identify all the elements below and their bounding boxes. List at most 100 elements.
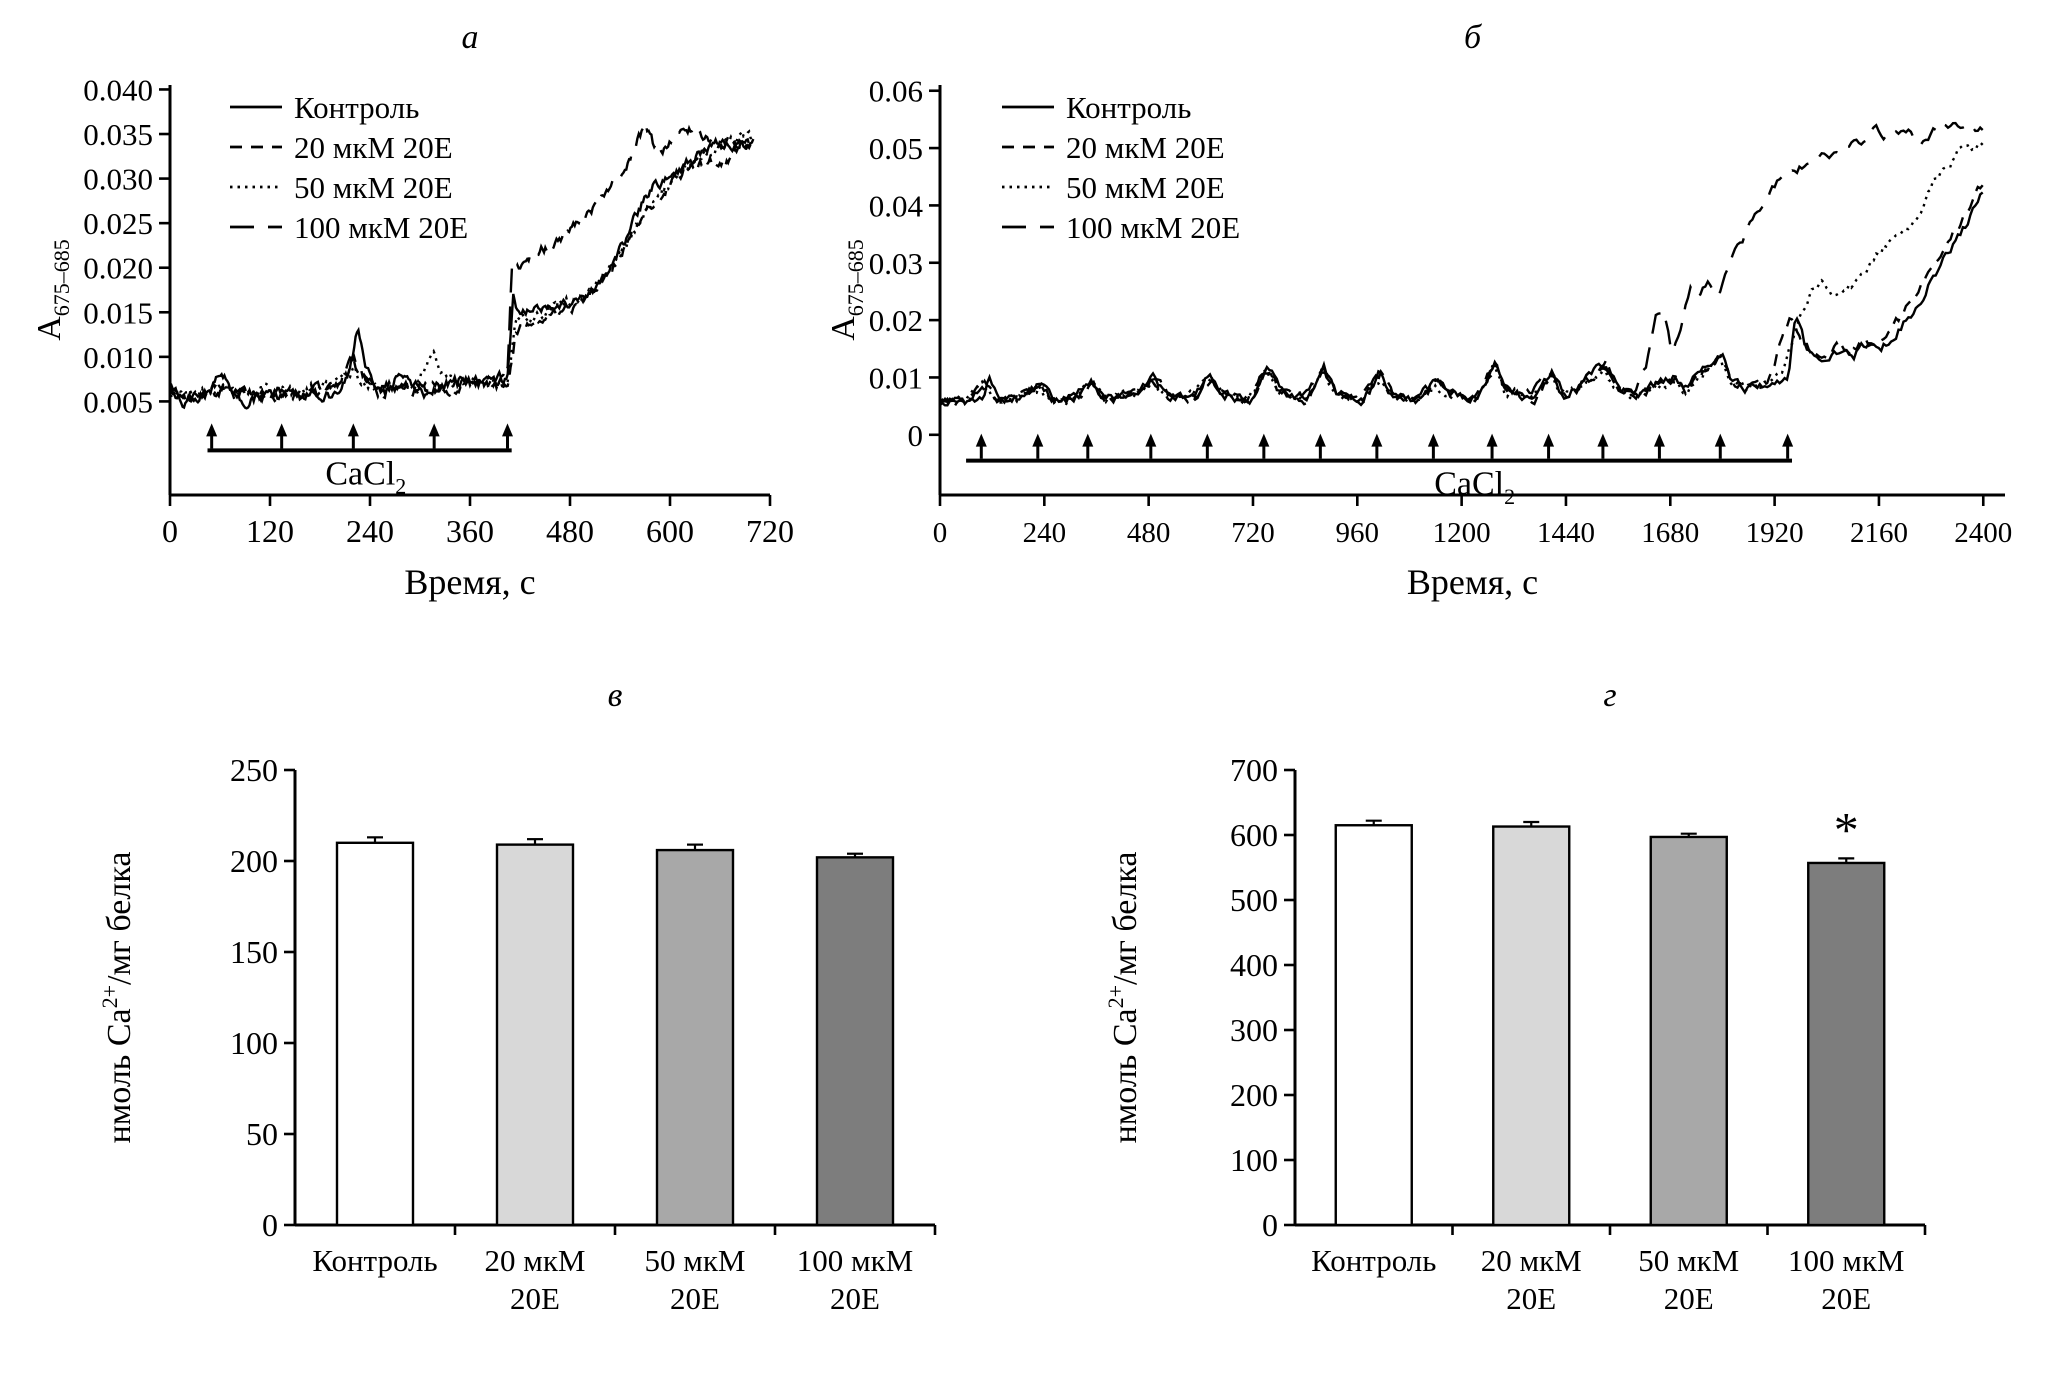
- series-line-3: [169, 118, 755, 404]
- bar-3: [1807, 861, 1886, 1227]
- series-line-1: [939, 184, 1984, 408]
- bar-0: [335, 841, 415, 1227]
- svg-text:960: 960: [1336, 517, 1380, 549]
- svg-text:0.035: 0.035: [83, 117, 153, 152]
- category-label-2: 20Е: [1664, 1281, 1714, 1316]
- svg-text:0.010: 0.010: [83, 340, 153, 375]
- svg-text:CaCl2: CaCl2: [325, 455, 406, 498]
- svg-text:250: 250: [230, 752, 278, 788]
- svg-text:120: 120: [246, 513, 294, 549]
- svg-text:2160: 2160: [1850, 517, 1908, 549]
- svg-text:0.06: 0.06: [869, 74, 923, 109]
- panel-g-calcium-bar-chart: 0 100 200 300 400 500 600 700 г нмоль Ca2+/мг бел…: [1080, 660, 2020, 1360]
- category-label-3: 20Е: [1821, 1281, 1871, 1316]
- svg-text:200: 200: [230, 843, 278, 879]
- bar-1: [495, 843, 575, 1227]
- svg-text:0.03: 0.03: [869, 246, 923, 281]
- chart-svg-a: 0.005 0.010 0.015 0.020 0.025 0.030 0.035 0.040…: [31, 19, 794, 602]
- category-label-1: 20 мкМ: [1481, 1243, 1582, 1278]
- legend-label-1: 20 мкМ 20Е: [1066, 130, 1225, 165]
- svg-text:2400: 2400: [1954, 517, 2012, 549]
- svg-text:а: а: [462, 19, 479, 56]
- svg-text:0.01: 0.01: [869, 360, 923, 395]
- svg-text:100: 100: [230, 1025, 278, 1061]
- bar-0: [1334, 824, 1413, 1227]
- bar-3: [815, 856, 895, 1227]
- svg-text:150: 150: [230, 934, 278, 970]
- svg-text:600: 600: [646, 513, 694, 549]
- svg-text:1920: 1920: [1746, 517, 1804, 549]
- svg-text:100: 100: [1230, 1142, 1278, 1178]
- svg-text:0.030: 0.030: [83, 162, 153, 197]
- legend-label-1: 20 мкМ 20Е: [294, 130, 453, 165]
- legend-label-0: Контроль: [294, 90, 419, 125]
- svg-text:720: 720: [1231, 517, 1275, 549]
- category-label-3: 20Е: [830, 1281, 880, 1316]
- svg-text:0.020: 0.020: [83, 251, 153, 286]
- svg-text:0.02: 0.02: [869, 303, 923, 338]
- svg-text:0.015: 0.015: [83, 295, 153, 330]
- svg-text:Время, с: Время, с: [404, 562, 535, 602]
- svg-text:0: 0: [162, 513, 178, 549]
- bar-2: [1649, 835, 1728, 1227]
- svg-text:0: 0: [262, 1207, 278, 1243]
- category-label-0: Контроль: [1311, 1243, 1436, 1278]
- panel-v-calcium-bar-chart: 0 50 100 150 200 250 в нмоль Ca2+/мг белка Контр…: [70, 660, 1010, 1360]
- svg-text:б: б: [1464, 19, 1483, 56]
- svg-text:в: в: [608, 677, 623, 714]
- svg-text:720: 720: [746, 513, 794, 549]
- svg-text:400: 400: [1230, 947, 1278, 983]
- svg-text:Время, с: Время, с: [1407, 562, 1538, 602]
- svg-text:1680: 1680: [1641, 517, 1699, 549]
- svg-text:нмоль Ca2+/мг белка: нмоль Ca2+/мг белка: [1103, 852, 1144, 1144]
- svg-text:360: 360: [446, 513, 494, 549]
- svg-text:A675–685: A675–685: [825, 239, 868, 341]
- svg-text:200: 200: [1230, 1077, 1278, 1113]
- category-label-0: Контроль: [312, 1243, 437, 1278]
- svg-text:480: 480: [1127, 517, 1171, 549]
- svg-text:700: 700: [1230, 752, 1278, 788]
- category-label-1: 20 мкМ: [485, 1243, 586, 1278]
- chart-svg-v: 0 50 100 150 200 250 в нмоль Ca2+/мг белка Контр…: [97, 677, 937, 1316]
- svg-text:1440: 1440: [1537, 517, 1595, 549]
- panel-b-kinetics-line-chart: 0 0.01 0.02 0.03 0.04 0.05 0.06 б A675–685 0 240 48…: [820, 10, 2050, 610]
- svg-text:0.040: 0.040: [83, 72, 153, 107]
- legend-label-0: Контроль: [1066, 90, 1191, 125]
- svg-text:0.025: 0.025: [83, 206, 153, 241]
- svg-text:0: 0: [933, 517, 948, 549]
- svg-text:0: 0: [1262, 1207, 1278, 1243]
- svg-text:1200: 1200: [1433, 517, 1491, 549]
- chart-svg-g: 0 100 200 300 400 500 600 700 г нмоль Ca2+/мг бел…: [1103, 677, 1927, 1316]
- legend-label-2: 50 мкМ 20Е: [1066, 170, 1225, 205]
- panel-a-kinetics-line-chart: 0.005 0.010 0.015 0.020 0.025 0.030 0.035 0.040…: [20, 10, 810, 610]
- series-line-2: [169, 128, 754, 401]
- svg-text:нмоль Ca2+/мг белка: нмоль Ca2+/мг белка: [97, 852, 138, 1144]
- svg-text:0.05: 0.05: [869, 131, 923, 166]
- svg-text:50: 50: [246, 1116, 278, 1152]
- legend-label-3: 100 мкМ 20Е: [1066, 210, 1240, 245]
- svg-text:0: 0: [908, 418, 924, 453]
- chart-svg-b: 0 0.01 0.02 0.03 0.04 0.05 0.06 б A675–685 0 240 48…: [825, 19, 2012, 602]
- bar-1: [1492, 825, 1571, 1227]
- svg-text:480: 480: [546, 513, 594, 549]
- category-label-3: 100 мкМ: [1788, 1243, 1905, 1278]
- legend-label-3: 100 мкМ 20Е: [294, 210, 468, 245]
- svg-text:CaCl2: CaCl2: [1434, 466, 1515, 509]
- svg-text:240: 240: [1023, 517, 1067, 549]
- series-line-0: [169, 136, 755, 410]
- series-line-1: [169, 143, 755, 405]
- svg-text:500: 500: [1230, 882, 1278, 918]
- svg-text:0.04: 0.04: [869, 188, 924, 223]
- svg-text:600: 600: [1230, 817, 1278, 853]
- svg-text:A675–685: A675–685: [31, 239, 74, 341]
- category-label-3: 100 мкМ: [797, 1243, 914, 1278]
- category-label-1: 20Е: [510, 1281, 560, 1316]
- legend-label-2: 50 мкМ 20Е: [294, 170, 453, 205]
- svg-text:240: 240: [346, 513, 394, 549]
- svg-text:г: г: [1603, 677, 1616, 714]
- category-label-1: 20Е: [1506, 1281, 1556, 1316]
- significance-asterisk: *: [1834, 801, 1859, 857]
- category-label-2: 50 мкМ: [1638, 1243, 1739, 1278]
- category-label-2: 20Е: [670, 1281, 720, 1316]
